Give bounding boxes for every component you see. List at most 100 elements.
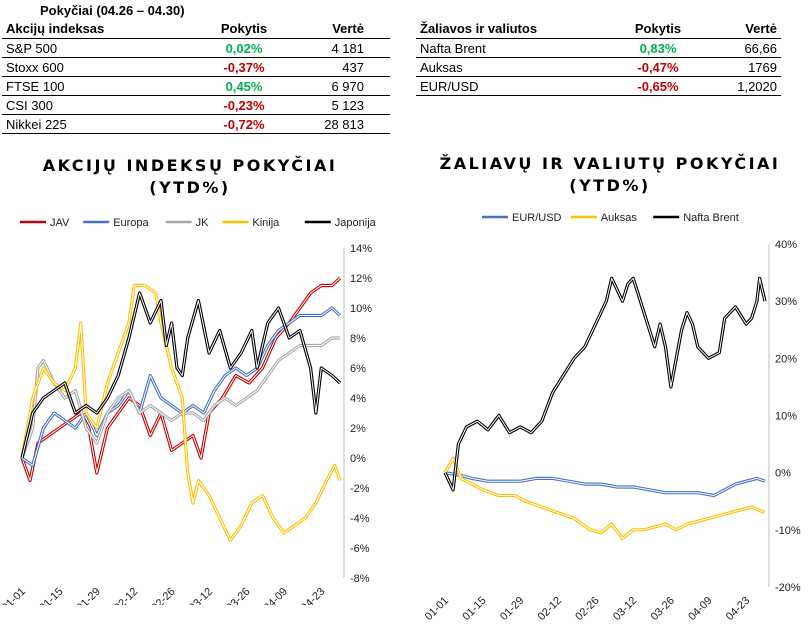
y-tick-label: -2% bbox=[350, 483, 370, 495]
row-value: 4 181 bbox=[288, 38, 390, 58]
legend-item: Nafta Brent bbox=[653, 212, 739, 224]
series-line bbox=[443, 276, 767, 492]
row-change: -0,37% bbox=[200, 57, 288, 77]
x-tick-label: 04-09 bbox=[686, 595, 714, 623]
row-value: 28 813 bbox=[288, 114, 390, 134]
legend-item: JK bbox=[165, 217, 210, 229]
legend-label: Auksas bbox=[601, 212, 638, 224]
legend-item: EUR/USD bbox=[482, 212, 562, 224]
equity-table: Pokyčiai (04.26 – 04.30) Akcijų indeksas… bbox=[2, 2, 390, 134]
x-tick-label: 01-15 bbox=[460, 595, 488, 623]
series-line-highlight bbox=[21, 307, 341, 466]
y-tick-label: -20% bbox=[775, 582, 801, 594]
y-tick-label: 14% bbox=[350, 243, 372, 255]
table-row: EUR/USD -0,65% 1,2020 bbox=[416, 76, 781, 96]
legend-label: Kinija bbox=[252, 217, 280, 229]
row-change: -0,47% bbox=[604, 57, 712, 77]
y-tick-label: 30% bbox=[775, 296, 797, 308]
legend-label: Europa bbox=[113, 217, 149, 229]
table-row: CSI 300 -0,23% 5 123 bbox=[2, 95, 390, 115]
x-tick-label: 01-29 bbox=[75, 586, 103, 605]
row-change: 0,83% bbox=[604, 38, 712, 58]
series-line bbox=[21, 306, 342, 468]
legend-label: JK bbox=[196, 217, 210, 229]
row-change: -0,23% bbox=[200, 95, 288, 115]
row-value: 1,2020 bbox=[712, 76, 781, 96]
x-tick-label: 03-12 bbox=[187, 586, 215, 605]
table-caption: Pokyčiai (04.26 – 04.30) bbox=[40, 3, 185, 18]
y-tick-label: 6% bbox=[350, 363, 366, 375]
y-tick-label: 0% bbox=[775, 468, 791, 480]
y-tick-label: 8% bbox=[350, 333, 366, 345]
chart-title: ŽALIAVŲ IR VALIUTŲ POKYČIAI (YTD%) bbox=[420, 153, 800, 197]
x-tick-label: 04-23 bbox=[299, 586, 327, 605]
x-tick-label: 01-29 bbox=[498, 595, 526, 623]
legend-label: JAV bbox=[50, 217, 70, 229]
row-name: EUR/USD bbox=[416, 76, 604, 96]
chart-subtitle: (YTD%) bbox=[569, 176, 651, 195]
row-value: 437 bbox=[288, 57, 390, 77]
y-tick-label: 0% bbox=[350, 453, 366, 465]
series-line-highlight bbox=[21, 285, 341, 541]
x-tick-label: 02-26 bbox=[149, 586, 177, 605]
commodities-line-chart: EUR/USD Auksas Nafta Brent 40% 30% 20% 10% 0% -1… bbox=[423, 212, 801, 623]
x-tick-label: 01-01 bbox=[0, 586, 28, 605]
y-tick-label: 10% bbox=[775, 411, 797, 423]
col-header-change: Pokytis bbox=[604, 20, 712, 39]
legend-label: EUR/USD bbox=[512, 212, 562, 224]
y-tick-label: -8% bbox=[350, 573, 370, 585]
x-tick-label: 04-09 bbox=[262, 586, 290, 605]
y-tick-label: -6% bbox=[350, 543, 370, 555]
x-tick-label: 02-26 bbox=[573, 595, 601, 623]
row-name: S&P 500 bbox=[2, 38, 200, 58]
table-row: Nafta Brent 0,83% 66,66 bbox=[416, 38, 781, 58]
row-change: -0,72% bbox=[200, 114, 288, 134]
x-tick-label: 01-15 bbox=[37, 586, 65, 605]
chart-subtitle: (YTD%) bbox=[149, 178, 231, 197]
series-line-highlight bbox=[21, 292, 341, 459]
x-tick-label: 01-01 bbox=[423, 595, 451, 623]
legend-item: Kinija bbox=[222, 217, 280, 229]
row-value: 6 970 bbox=[288, 76, 390, 96]
series-line-highlight bbox=[444, 472, 766, 496]
x-tick-label: 03-26 bbox=[649, 595, 677, 623]
y-tick-label: 40% bbox=[775, 239, 797, 251]
legend-item: Europa bbox=[83, 217, 150, 229]
row-value: 66,66 bbox=[712, 38, 781, 58]
legend-item: Japonija bbox=[304, 217, 377, 229]
row-name: CSI 300 bbox=[2, 95, 200, 115]
chart-title: AKCIJŲ INDEKSŲ POKYČIAI (YTD%) bbox=[0, 155, 380, 199]
col-header-value: Vertė bbox=[712, 20, 781, 39]
col-header-index: Akcijų indeksas bbox=[2, 20, 200, 39]
x-tick-label: 03-12 bbox=[611, 595, 639, 623]
x-tick-label: 02-12 bbox=[536, 595, 564, 623]
col-header-commodity: Žaliavos ir valiutos bbox=[416, 20, 604, 39]
table-row: Nikkei 225 -0,72% 28 813 bbox=[2, 114, 390, 134]
y-tick-label: 20% bbox=[775, 353, 797, 365]
series-line-highlight bbox=[444, 277, 766, 491]
row-value: 5 123 bbox=[288, 95, 390, 115]
col-header-change: Pokytis bbox=[200, 20, 288, 39]
row-name: Auksas bbox=[416, 57, 604, 77]
table-row: Auksas -0,47% 1769 bbox=[416, 57, 781, 77]
series-line-highlight bbox=[444, 457, 766, 539]
series-line-highlight bbox=[21, 337, 340, 459]
row-name: Stoxx 600 bbox=[2, 57, 200, 77]
x-tick-label: 03-26 bbox=[224, 586, 252, 605]
chart-title-main: AKCIJŲ INDEKSŲ POKYČIAI bbox=[42, 156, 338, 175]
row-name: Nafta Brent bbox=[416, 38, 604, 58]
table-row: S&P 500 0,02% 4 181 bbox=[2, 38, 390, 58]
legend-item: Auksas bbox=[570, 212, 638, 224]
row-change: 0,02% bbox=[200, 38, 288, 58]
x-tick-label: 02-12 bbox=[112, 586, 140, 605]
row-value: 1769 bbox=[712, 57, 781, 77]
legend-label: Japonija bbox=[335, 217, 377, 229]
series-line bbox=[443, 456, 766, 540]
col-header-value: Vertė bbox=[288, 20, 390, 39]
table-row: FTSE 100 0,45% 6 970 bbox=[2, 76, 390, 96]
legend-label: Nafta Brent bbox=[683, 212, 739, 224]
y-tick-label: -4% bbox=[350, 513, 370, 525]
row-name: FTSE 100 bbox=[2, 76, 200, 96]
table-row: Stoxx 600 -0,37% 437 bbox=[2, 57, 390, 77]
row-change: -0,65% bbox=[604, 76, 712, 96]
